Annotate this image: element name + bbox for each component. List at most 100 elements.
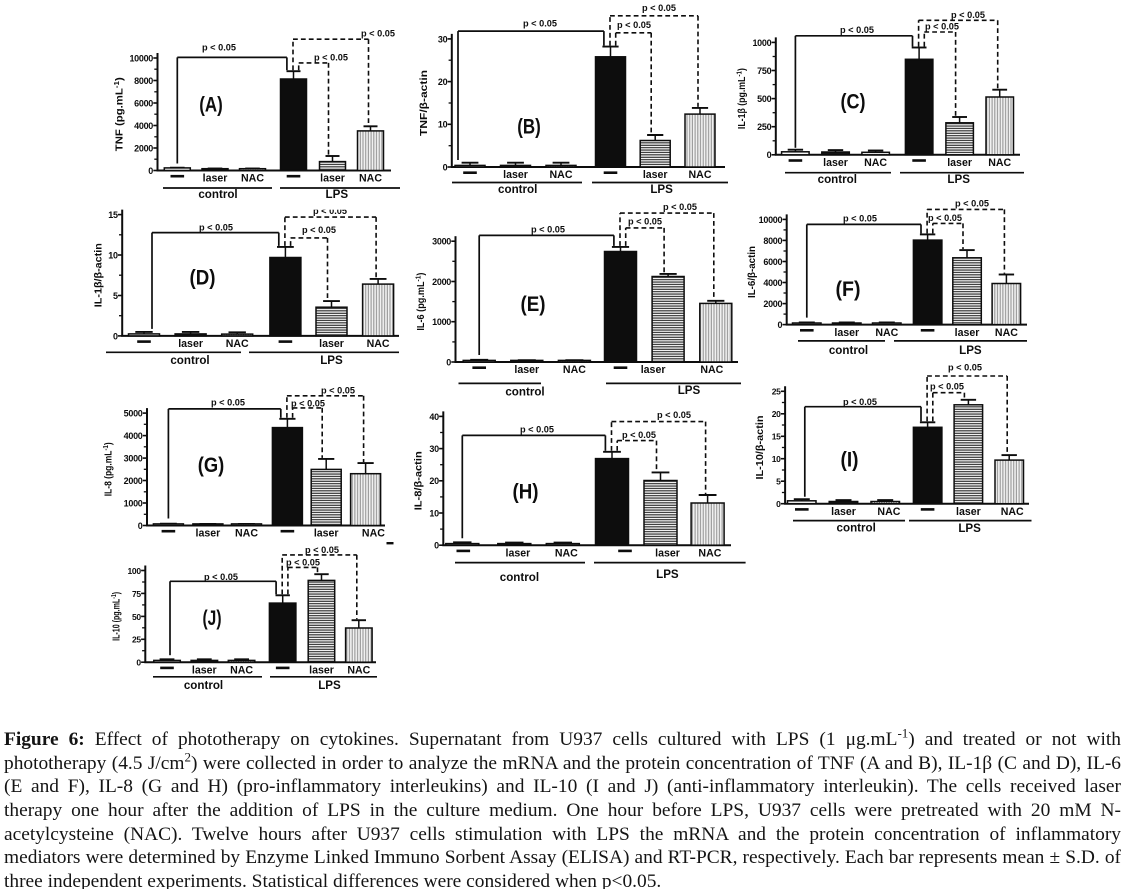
svg-text:40: 40 — [429, 412, 439, 422]
svg-text:laser: laser — [203, 173, 228, 185]
svg-text:p < 0.05: p < 0.05 — [663, 202, 697, 212]
svg-text:p < 0.05: p < 0.05 — [948, 363, 982, 373]
svg-text:p < 0.05: p < 0.05 — [657, 410, 691, 420]
svg-text:3000: 3000 — [124, 454, 143, 464]
svg-text:50: 50 — [132, 612, 141, 622]
svg-text:5000: 5000 — [124, 409, 143, 419]
svg-text:6000: 6000 — [763, 257, 782, 267]
svg-text:p < 0.05: p < 0.05 — [202, 42, 236, 52]
svg-text:control: control — [500, 571, 539, 584]
svg-text:p < 0.05: p < 0.05 — [617, 20, 651, 30]
svg-text:(A): (A) — [199, 94, 223, 117]
svg-text:control: control — [505, 386, 544, 399]
svg-text:5: 5 — [776, 477, 781, 487]
svg-text:control: control — [184, 679, 223, 692]
svg-text:NAC: NAC — [555, 547, 578, 559]
svg-text:20: 20 — [429, 476, 439, 486]
svg-text:p < 0.05: p < 0.05 — [305, 545, 339, 555]
svg-text:p < 0.05: p < 0.05 — [523, 18, 557, 28]
svg-text:25: 25 — [772, 387, 781, 397]
svg-text:2000: 2000 — [124, 476, 143, 486]
svg-text:laser: laser — [956, 506, 981, 518]
svg-text:laser: laser — [655, 547, 680, 559]
svg-text:10: 10 — [429, 508, 439, 518]
svg-text:p < 0.05: p < 0.05 — [628, 217, 662, 227]
svg-text:8000: 8000 — [763, 236, 782, 246]
svg-text:LPS: LPS — [318, 679, 341, 692]
svg-text:p < 0.05: p < 0.05 — [928, 213, 962, 223]
svg-text:NAC: NAC — [689, 169, 712, 181]
svg-text:0: 0 — [136, 658, 141, 668]
svg-text:NAC: NAC — [700, 364, 723, 376]
svg-text:IL-8 (pg.mL-1): IL-8 (pg.mL-1) — [101, 442, 115, 496]
svg-text:p < 0.05: p < 0.05 — [531, 224, 565, 234]
svg-text:10: 10 — [108, 250, 118, 260]
svg-text:laser: laser — [514, 364, 539, 376]
svg-text:(D): (D) — [190, 267, 216, 290]
svg-text:p < 0.05: p < 0.05 — [199, 223, 233, 233]
svg-text:IL-10 (pg.mL-1): IL-10 (pg.mL-1) — [109, 592, 123, 641]
svg-text:NAC: NAC — [230, 664, 253, 676]
svg-text:75: 75 — [132, 589, 141, 599]
svg-text:p < 0.05: p < 0.05 — [622, 430, 656, 440]
svg-text:laser: laser — [834, 327, 859, 339]
svg-text:laser: laser — [955, 327, 980, 339]
svg-text:laser: laser — [947, 157, 972, 169]
svg-text:(H): (H) — [513, 481, 539, 504]
svg-text:10: 10 — [438, 120, 448, 130]
svg-text:1000: 1000 — [752, 38, 771, 48]
svg-text:0: 0 — [443, 162, 448, 172]
svg-text:laser: laser — [823, 157, 848, 169]
svg-text:LPS: LPS — [678, 384, 701, 397]
svg-text:1000: 1000 — [432, 317, 451, 327]
svg-text:5: 5 — [113, 291, 118, 301]
svg-text:(F): (F) — [836, 278, 861, 301]
svg-text:0: 0 — [767, 150, 772, 160]
svg-text:2000: 2000 — [763, 299, 782, 309]
svg-text:(C): (C) — [841, 91, 866, 114]
svg-text:laser: laser — [503, 169, 528, 181]
svg-text:laser: laser — [319, 338, 344, 350]
svg-text:NAC: NAC — [226, 338, 249, 350]
svg-text:IL-10/β-actin: IL-10/β-actin — [754, 416, 766, 480]
svg-text:2000: 2000 — [432, 277, 451, 287]
svg-text:0: 0 — [434, 541, 439, 551]
svg-text:30: 30 — [438, 34, 448, 44]
svg-text:(I): (I) — [841, 449, 859, 472]
svg-text:laser: laser — [641, 364, 666, 376]
svg-text:control: control — [829, 344, 868, 357]
svg-text:p < 0.05: p < 0.05 — [955, 199, 989, 209]
svg-text:NAC: NAC — [347, 664, 370, 676]
svg-text:0: 0 — [148, 166, 153, 176]
svg-text:NAC: NAC — [698, 547, 721, 559]
svg-text:p < 0.05: p < 0.05 — [313, 206, 347, 216]
svg-text:laser: laser — [196, 528, 221, 540]
svg-text:LPS: LPS — [656, 568, 679, 581]
svg-text:0: 0 — [777, 320, 782, 330]
svg-text:500: 500 — [757, 94, 771, 104]
svg-text:laser: laser — [192, 664, 217, 676]
svg-text:control: control — [818, 173, 857, 186]
svg-text:IL-1β (pg.mL-1): IL-1β (pg.mL-1) — [734, 68, 748, 129]
svg-text:laser: laser — [320, 173, 345, 185]
svg-text:0: 0 — [776, 499, 781, 509]
svg-text:laser: laser — [178, 338, 203, 350]
svg-text:control: control — [498, 183, 537, 196]
svg-text:IL-8/β-actin: IL-8/β-actin — [413, 451, 425, 510]
svg-text:p < 0.05: p < 0.05 — [321, 385, 355, 395]
svg-text:LPS: LPS — [958, 522, 981, 535]
svg-text:p < 0.05: p < 0.05 — [951, 10, 985, 20]
svg-text:NAC: NAC — [367, 338, 390, 350]
svg-text:(J): (J) — [203, 607, 222, 630]
svg-text:NAC: NAC — [550, 169, 573, 181]
svg-text:NAC: NAC — [235, 528, 258, 540]
svg-text:p < 0.05: p < 0.05 — [840, 25, 874, 35]
svg-text:NAC: NAC — [877, 506, 900, 518]
svg-text:NAC: NAC — [563, 364, 586, 376]
svg-text:(B): (B) — [517, 116, 541, 139]
svg-text:2000: 2000 — [134, 143, 153, 153]
svg-text:p < 0.05: p < 0.05 — [286, 558, 320, 568]
svg-text:NAC: NAC — [995, 327, 1018, 339]
svg-text:(E): (E) — [521, 293, 546, 316]
svg-text:laser: laser — [314, 528, 339, 540]
